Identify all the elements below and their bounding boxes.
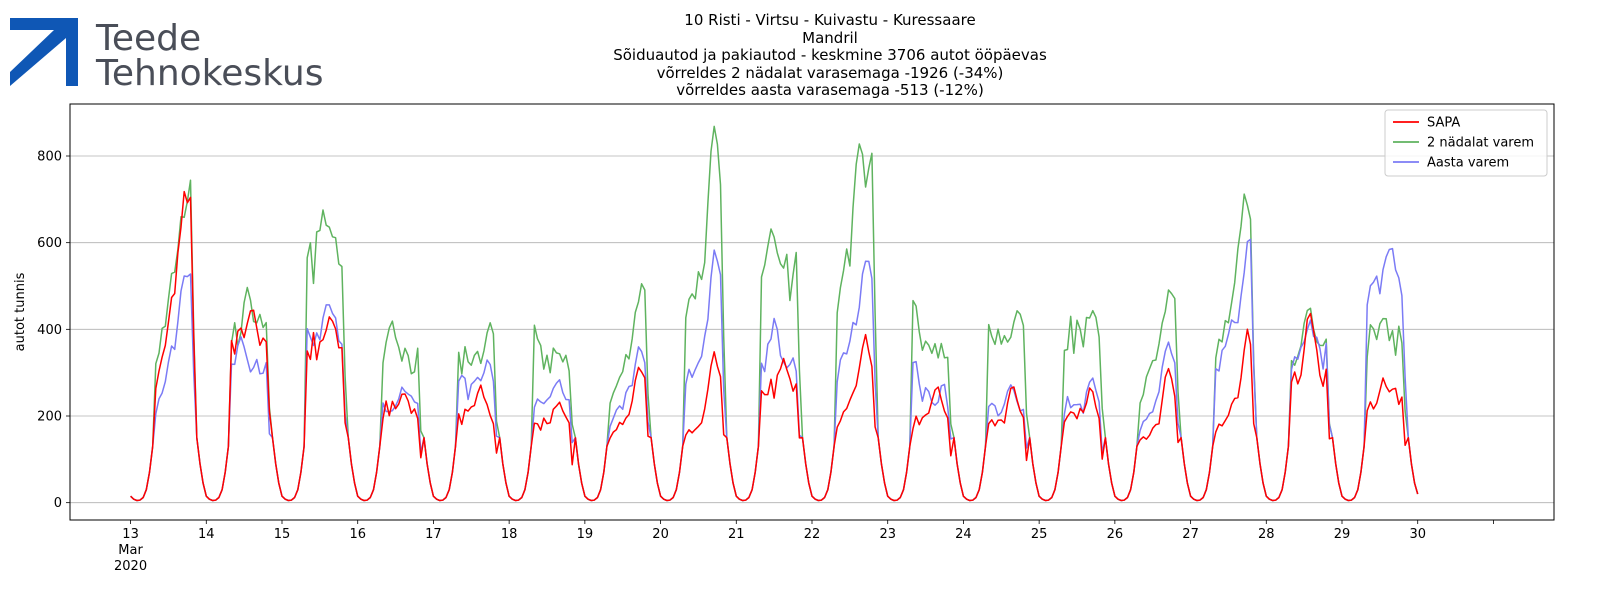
title-line-3: Sõiduautod ja pakiautod - keskmine 3706 … <box>613 46 1047 64</box>
x-tick-label-14: 14 <box>198 527 215 542</box>
y-axis: 0 200 400 600 800 <box>37 150 70 511</box>
title-line-4: võrreldes 2 nädalat varasemaga -1926 (-3… <box>656 63 1004 82</box>
title-line-2: Mandril <box>802 28 858 47</box>
y-tick-label-800: 800 <box>37 150 62 165</box>
y-tick-label-400: 400 <box>37 323 62 338</box>
x-tick-sublabel-0: Mar <box>118 543 143 558</box>
x-tick-label-19: 19 <box>577 527 594 542</box>
x-tick-label-26: 26 <box>1107 527 1124 542</box>
x-tick-label-23: 23 <box>879 527 896 542</box>
series-lines <box>130 125 1419 502</box>
legend-label-2: Aasta varem <box>1427 156 1509 171</box>
gridlines <box>70 155 1554 504</box>
plot-frame <box>69 103 1555 521</box>
x-tick-label-30: 30 <box>1409 527 1426 542</box>
x-tick-label-21: 21 <box>728 527 745 542</box>
logo-mark <box>10 18 78 86</box>
x-tick-label-16: 16 <box>349 527 366 542</box>
x-tick-label-25: 25 <box>1031 527 1048 542</box>
title-line-1: 10 Risti - Virtsu - Kuivastu - Kuressaar… <box>684 11 976 29</box>
x-tick-label-22: 22 <box>804 527 821 542</box>
legend-label-1: 2 nädalat varem <box>1427 136 1534 151</box>
y-tick-label-200: 200 <box>37 410 62 425</box>
legend-label-0: SAPA <box>1427 116 1460 131</box>
title-line-5: võrreldes aasta varasemaga -513 (-12%) <box>676 81 984 99</box>
x-tick-label-17: 17 <box>425 527 442 542</box>
logo-line1: Teede <box>95 18 201 59</box>
x-tick-label-18: 18 <box>501 527 518 542</box>
series-line-0 <box>130 190 1419 502</box>
y-tick-label-0: 0 <box>54 496 62 511</box>
x-tick-sublabel-1: 2020 <box>114 559 147 574</box>
chart-title: 10 Risti - Virtsu - Kuivastu - Kuressaar… <box>540 11 1120 100</box>
x-tick-label-15: 15 <box>274 527 291 542</box>
x-tick-label-28: 28 <box>1258 527 1275 542</box>
legend: SAPA 2 nädalat varem Aasta varem <box>1384 109 1548 177</box>
y-tick-label-600: 600 <box>37 236 62 251</box>
series-line-2 <box>130 238 1419 502</box>
y-axis-label: autot tunnis <box>13 272 28 351</box>
x-tick-label-24: 24 <box>955 527 972 542</box>
x-tick-label-29: 29 <box>1334 527 1351 542</box>
x-tick-label-13: 13 <box>122 527 139 542</box>
x-tick-label-20: 20 <box>652 527 669 542</box>
teede-tehnokeskus-logo: Teede Tehnokeskus <box>10 18 323 92</box>
logo-line2: Tehnokeskus <box>95 53 323 92</box>
x-tick-label-27: 27 <box>1182 527 1199 542</box>
legend-box <box>1384 109 1548 177</box>
